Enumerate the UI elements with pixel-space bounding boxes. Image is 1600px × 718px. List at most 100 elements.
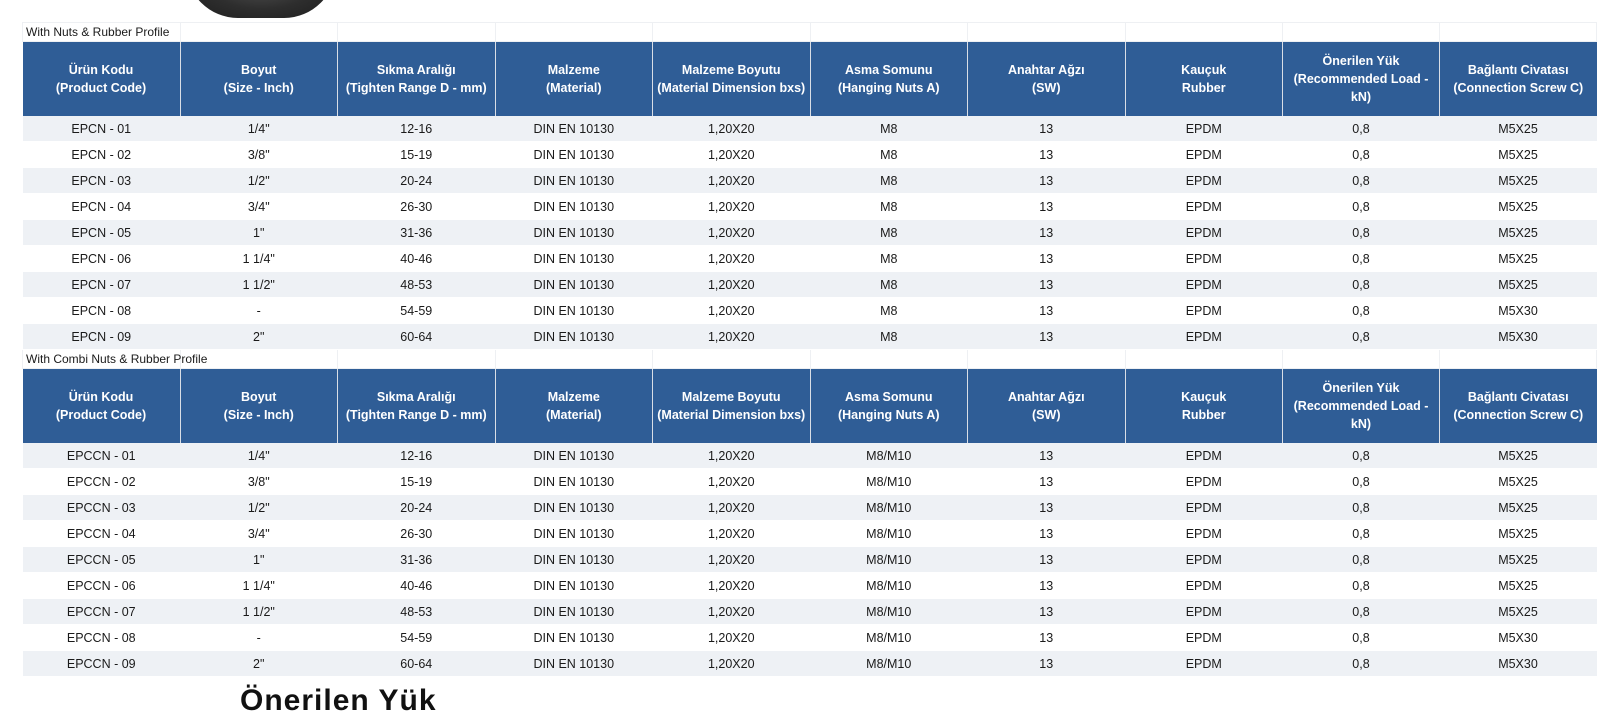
table-row: EPCN - 03 1/2" 20-24 DIN EN 10130 1,20X20 M8 1… bbox=[22, 167, 1597, 194]
column-header: Malzeme (Material) bbox=[495, 368, 653, 443]
table-cell: 0,8 bbox=[1282, 141, 1440, 168]
section-title-row: With Nuts & Rubber Profile bbox=[22, 22, 1597, 42]
column-header-line: kN) bbox=[1350, 90, 1372, 104]
table-cell: 1,20X20 bbox=[652, 468, 810, 495]
table-cell: M8 bbox=[810, 116, 968, 142]
table-cell: EPCN - 09 bbox=[22, 323, 180, 350]
table-cell: M5X30 bbox=[1439, 650, 1597, 677]
table-cell: M5X25 bbox=[1439, 546, 1597, 573]
table-cell: 0,8 bbox=[1282, 546, 1440, 573]
table-cell: 1,20X20 bbox=[652, 443, 810, 469]
table-cell: 1 1/2" bbox=[180, 271, 338, 298]
empty-cell bbox=[494, 349, 653, 369]
table-cell: EPDM bbox=[1125, 193, 1283, 220]
table-cell: 20-24 bbox=[337, 167, 495, 194]
table-cell: 3/8" bbox=[180, 468, 338, 495]
table-cell: DIN EN 10130 bbox=[495, 297, 653, 324]
table-cell: 1,20X20 bbox=[652, 193, 810, 220]
table-cell: M8 bbox=[810, 167, 968, 194]
table-cell: M8/M10 bbox=[810, 624, 968, 651]
table-cell: EPDM bbox=[1125, 116, 1283, 142]
table-cell: M8 bbox=[810, 141, 968, 168]
table-cell: EPDM bbox=[1125, 650, 1283, 677]
table-cell: M5X25 bbox=[1439, 494, 1597, 521]
column-header: Malzeme (Material) bbox=[495, 41, 653, 116]
table-cell: 3/4" bbox=[180, 193, 338, 220]
column-header-line: (Size - Inch) bbox=[223, 408, 294, 422]
table-cell: - bbox=[180, 624, 338, 651]
table-cell: DIN EN 10130 bbox=[495, 141, 653, 168]
table-cell: M5X25 bbox=[1439, 219, 1597, 246]
table-cell: EPDM bbox=[1125, 297, 1283, 324]
table-cell: M5X25 bbox=[1439, 245, 1597, 272]
column-header-line: Asma Somunu bbox=[844, 63, 933, 77]
column-header: Önerilen Yük (Recommended Load - kN) bbox=[1282, 41, 1440, 116]
column-header: Malzeme Boyutu (Material Dimension bxs) bbox=[652, 368, 811, 443]
table-cell: 2" bbox=[180, 323, 338, 350]
table-cell: EPCCN - 04 bbox=[22, 520, 180, 547]
column-header-line: (Tighten Range D - mm) bbox=[345, 408, 487, 422]
table-cell: EPDM bbox=[1125, 443, 1283, 469]
table-cell: 60-64 bbox=[337, 323, 495, 350]
column-header-line: (Connection Screw C) bbox=[1453, 408, 1584, 422]
table-cell: EPDM bbox=[1125, 468, 1283, 495]
table-cell: M8/M10 bbox=[810, 468, 968, 495]
table-row: EPCN - 09 2" 60-64 DIN EN 10130 1,20X20 M8 13 E… bbox=[22, 323, 1597, 350]
table-cell: EPCN - 02 bbox=[22, 141, 180, 168]
empty-cell bbox=[179, 349, 338, 369]
table-row: EPCCN - 08-54-59 DIN EN 10130 1,20X20 M8/M1… bbox=[22, 624, 1597, 651]
table-cell: 0,8 bbox=[1282, 520, 1440, 547]
column-header-line: Önerilen Yük bbox=[1322, 381, 1400, 395]
table-cell: 1,20X20 bbox=[652, 520, 810, 547]
table-cell: M5X25 bbox=[1439, 598, 1597, 625]
table-cell: 13 bbox=[967, 323, 1125, 350]
table-cell: 13 bbox=[967, 245, 1125, 272]
table-cell: 13 bbox=[967, 219, 1125, 246]
table-cell: 60-64 bbox=[337, 650, 495, 677]
table-cell: EPDM bbox=[1125, 141, 1283, 168]
table-cell: EPCN - 04 bbox=[22, 193, 180, 220]
table-cell: EPDM bbox=[1125, 598, 1283, 625]
column-header: Kauçuk Rubber bbox=[1125, 368, 1283, 443]
empty-cell bbox=[1282, 349, 1440, 369]
column-header-line: Asma Somunu bbox=[844, 390, 933, 404]
column-header-line: (Material) bbox=[545, 81, 602, 95]
empty-cell bbox=[337, 22, 496, 42]
table-cell: 31-36 bbox=[337, 219, 495, 246]
spec-table: With Nuts & Rubber Profile Ürün Kodu (Prod… bbox=[22, 22, 1597, 677]
table-cell: DIN EN 10130 bbox=[495, 323, 653, 350]
table-cell: 12-16 bbox=[337, 116, 495, 142]
column-header-line: Kauçuk bbox=[1181, 390, 1227, 404]
table-cell: EPDM bbox=[1125, 520, 1283, 547]
section-title-row: With Combi Nuts & Rubber Profile bbox=[22, 349, 1597, 369]
column-header-line: Ürün Kodu bbox=[68, 390, 134, 404]
table-cell: 13 bbox=[967, 624, 1125, 651]
table-cell: 13 bbox=[967, 193, 1125, 220]
column-header: Ürün Kodu (Product Code) bbox=[22, 41, 181, 116]
table-cell: DIN EN 10130 bbox=[495, 546, 653, 573]
table-cell: 1,20X20 bbox=[652, 624, 810, 651]
table-cell: EPDM bbox=[1125, 323, 1283, 350]
column-header-line: (Size - Inch) bbox=[223, 81, 294, 95]
column-header-line: Bağlantı Civatası bbox=[1467, 390, 1569, 404]
table-cell: 13 bbox=[967, 546, 1125, 573]
empty-cell bbox=[967, 22, 1126, 42]
table-cell: M8/M10 bbox=[810, 494, 968, 521]
table-cell: 1,20X20 bbox=[652, 546, 810, 573]
table-cell: M8 bbox=[810, 323, 968, 350]
table-cell: EPCCN - 07 bbox=[22, 598, 180, 625]
table-cell: 1" bbox=[180, 546, 338, 573]
column-header-line: Boyut bbox=[241, 63, 277, 77]
table-cell: DIN EN 10130 bbox=[495, 624, 653, 651]
table-cell: 12-16 bbox=[337, 443, 495, 469]
table-cell: M8 bbox=[810, 297, 968, 324]
column-header-line: (Tighten Range D - mm) bbox=[345, 81, 487, 95]
table-row: EPCN - 05 1" 31-36 DIN EN 10130 1,20X20 M8 13 E… bbox=[22, 219, 1597, 246]
column-header-line: (Hanging Nuts A) bbox=[837, 81, 940, 95]
table-row: EPCN - 04 3/4" 26-30 DIN EN 10130 1,20X20 M8 1… bbox=[22, 193, 1597, 220]
column-header-line: Rubber bbox=[1181, 81, 1226, 95]
table-cell: EPCN - 07 bbox=[22, 271, 180, 298]
column-header: Sıkma Aralığı (Tighten Range D - mm) bbox=[337, 41, 496, 116]
table-cell: EPDM bbox=[1125, 167, 1283, 194]
table-cell: M8/M10 bbox=[810, 650, 968, 677]
